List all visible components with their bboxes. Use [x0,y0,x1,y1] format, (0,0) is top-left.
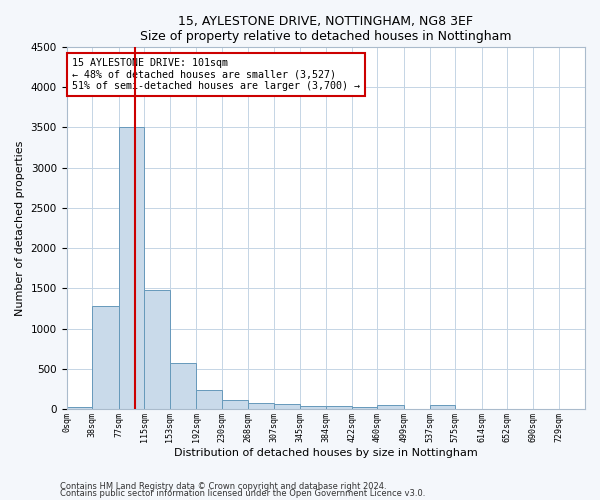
Text: 15 AYLESTONE DRIVE: 101sqm
← 48% of detached houses are smaller (3,527)
51% of s: 15 AYLESTONE DRIVE: 101sqm ← 48% of deta… [72,58,360,91]
Bar [92,306,119,409]
Bar [430,404,455,409]
Bar [377,405,404,409]
Bar [144,290,170,409]
Bar [352,407,377,409]
Bar [222,400,248,409]
Bar [300,406,326,409]
Bar [67,407,92,409]
Title: 15, AYLESTONE DRIVE, NOTTINGHAM, NG8 3EF
Size of property relative to detached h: 15, AYLESTONE DRIVE, NOTTINGHAM, NG8 3EF… [140,15,512,43]
Bar [274,404,300,409]
Y-axis label: Number of detached properties: Number of detached properties [15,140,25,316]
Text: Contains public sector information licensed under the Open Government Licence v3: Contains public sector information licen… [60,490,425,498]
Bar [326,406,352,409]
Bar [170,364,196,409]
Bar [119,128,144,409]
X-axis label: Distribution of detached houses by size in Nottingham: Distribution of detached houses by size … [174,448,478,458]
Bar [248,402,274,409]
Text: Contains HM Land Registry data © Crown copyright and database right 2024.: Contains HM Land Registry data © Crown c… [60,482,386,491]
Bar [196,390,222,409]
